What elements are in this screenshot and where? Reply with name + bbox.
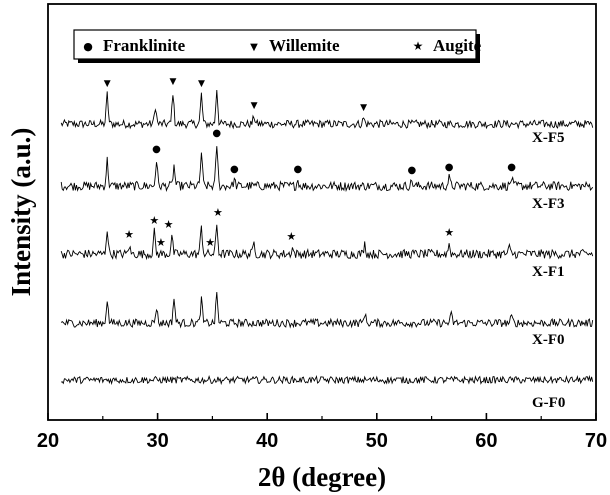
series-label-x-f0: X-F0 xyxy=(532,332,565,348)
trace-x-f5 xyxy=(60,89,594,130)
trace-x-f0 xyxy=(60,291,594,329)
augite-marker: ★ xyxy=(444,226,454,239)
series-label-x-f1: X-F1 xyxy=(532,264,565,280)
legend: ● Franklinite ▼ Willemite ★ Augite xyxy=(73,29,482,63)
trace-x-f3 xyxy=(60,146,594,193)
augite-marker: ★ xyxy=(205,236,215,249)
x-tick-label: 50 xyxy=(366,430,388,452)
x-tick-label: 20 xyxy=(37,430,59,452)
franklinite-marker: ● xyxy=(507,162,516,173)
legend-willemite-label: Willemite xyxy=(269,36,340,55)
franklinite-marker: ● xyxy=(230,164,239,175)
willemite-marker: ▼ xyxy=(169,77,176,87)
legend-franklinite-label: Franklinite xyxy=(103,36,186,55)
series-label-g-f0: G-F0 xyxy=(532,395,565,411)
legend-box xyxy=(73,29,477,60)
x-tick-label: 60 xyxy=(475,430,497,452)
franklinite-marker: ● xyxy=(212,128,221,139)
franklinite-marker: ● xyxy=(408,165,417,176)
x-tick-label: 30 xyxy=(146,430,168,452)
plot-frame xyxy=(47,3,597,421)
willemite-marker: ▼ xyxy=(104,79,111,89)
augite-marker: ★ xyxy=(286,230,296,243)
franklinite-marker: ● xyxy=(445,162,454,173)
trace-g-f0 xyxy=(60,374,594,386)
legend-willemite-symbol: ▼ xyxy=(250,42,258,53)
x-tick-label: 70 xyxy=(585,430,607,452)
y-axis-label: Intensity (a.u.) xyxy=(6,128,36,297)
willemite-marker: ▼ xyxy=(360,103,367,113)
augite-marker: ★ xyxy=(213,206,223,219)
x-axis-label: 2θ (degree) xyxy=(258,462,386,492)
franklinite-marker: ● xyxy=(294,164,303,175)
augite-marker: ★ xyxy=(156,236,166,249)
trace-x-f1 xyxy=(60,224,594,261)
franklinite-marker: ● xyxy=(152,144,161,155)
willemite-marker: ▼ xyxy=(251,101,258,111)
legend-augite-symbol: ★ xyxy=(413,39,424,53)
augite-marker: ★ xyxy=(124,228,134,241)
legend-augite-label: Augite xyxy=(433,36,482,55)
series-label-x-f3: X-F3 xyxy=(532,196,565,212)
series-label-x-f5: X-F5 xyxy=(532,130,565,146)
legend-franklinite-symbol: ● xyxy=(83,40,93,53)
augite-marker: ★ xyxy=(164,218,174,231)
willemite-marker: ▼ xyxy=(198,79,205,89)
augite-marker: ★ xyxy=(149,214,159,227)
x-tick-label: 40 xyxy=(256,430,278,452)
